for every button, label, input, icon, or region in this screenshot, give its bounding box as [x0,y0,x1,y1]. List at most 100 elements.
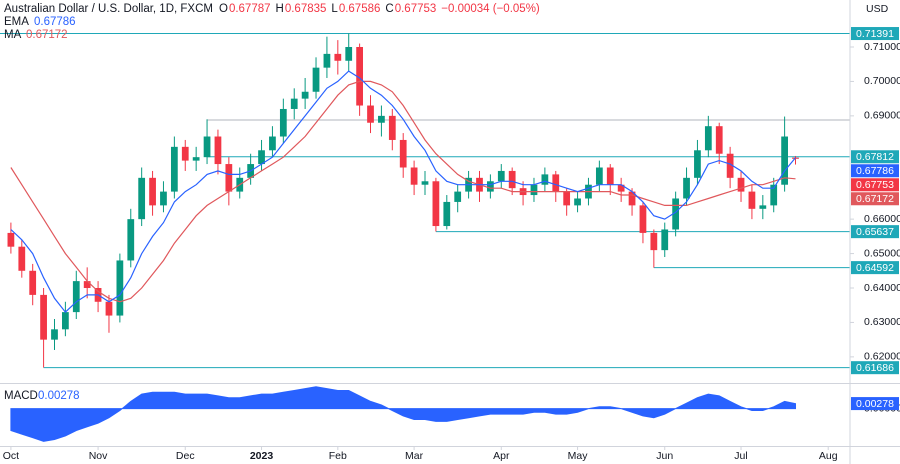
candle-body [683,177,690,199]
y-tick-label: 0.71000 [864,41,900,53]
ema-label: EMA [4,16,29,28]
candle-body [759,205,767,209]
ma-label: MA [4,29,22,41]
candle-body [301,91,309,99]
y-tick-label: 0.69000 [864,110,900,122]
candle-body [181,146,189,161]
candle-body [748,191,756,209]
price-label: 0.67812 [856,151,894,163]
ohlc-value: 0.67586 [339,3,381,15]
candle-body [497,170,505,182]
macd-area [10,386,797,442]
price-label: 0.71391 [856,28,894,40]
ohlc-value: 0.67787 [229,3,271,15]
symbol-title: Australian Dollar / U.S. Dollar, 1D, FXC… [4,3,213,15]
price-label-box [851,261,899,275]
candle-body [628,191,636,206]
ohlc-key: O [219,3,228,15]
candle-body [149,177,156,206]
candle-body [356,46,363,106]
price-label-box [851,225,899,239]
candle-body [443,201,451,227]
candle-body [726,153,734,178]
x-tick-label: May [568,450,589,462]
ohlc-value: 0.67753 [395,3,437,15]
ohlc-value: 0.67835 [285,3,327,15]
y-tick-label: 0.65000 [864,247,900,259]
candle-body [541,174,549,185]
candle-body [737,177,745,192]
candle-body [345,46,353,61]
x-tick-label: Aug [819,450,838,462]
candle-body [672,198,680,230]
candle-body [378,115,385,123]
candle-body [225,164,233,192]
candle-body [7,232,15,247]
price-label: 0.67753 [856,179,894,191]
candle-body [127,219,135,261]
price-label-box [851,164,899,178]
candle-body [29,270,37,295]
plot-area [0,33,850,442]
candle-body [170,146,178,192]
ema-line [10,70,796,313]
candle-body [770,184,778,206]
candle-body [192,157,200,161]
candle-body [51,329,58,340]
y-tick-label: 0.62000 [864,351,900,363]
price-label-box [851,150,899,164]
candle-body [203,136,211,158]
x-tick-label: Feb [329,450,347,462]
x-tick-label: Jun [656,450,673,462]
candle-body [552,174,560,192]
x-tick-label: Dec [176,450,195,462]
price-label: 0.67786 [856,165,894,177]
candle-body [258,150,265,165]
ohlc-key: H [276,3,284,15]
price-label-box [851,27,899,41]
candle-body [661,229,669,251]
candle-body [18,246,26,271]
x-tick-label: Oct [3,450,19,462]
ema-value: 0.67786 [34,16,76,28]
candle-body [279,108,287,137]
candle-body [40,294,47,340]
x-tick-label: 2023 [250,450,274,462]
macd-label-box [851,397,899,411]
ma-line [10,80,796,303]
candle-body [72,281,80,313]
candle-body [160,191,167,206]
axis-labels: 0.71000 0.70000 0.69000 0.66000 0.65000 0.640… [3,27,900,462]
candle-body [138,177,146,220]
candle-body [388,115,396,140]
candle-body [334,53,342,61]
candle-body [367,105,374,123]
candle-body [105,301,113,316]
candle-body [650,232,658,251]
ma-value: 0.67172 [26,29,68,41]
x-tick-label: Nov [89,450,108,462]
macd-label: MACD [4,390,38,402]
candle-body [323,53,331,68]
candle-body [563,191,571,206]
candle-body [595,167,603,185]
candle-body [399,139,407,168]
y-tick-label: 0.66000 [864,213,900,225]
candle-body [574,198,581,206]
candle-body [269,136,276,151]
candle-body [214,136,222,165]
candle-body [116,260,124,316]
currency: USD [866,3,889,15]
price-label-box [851,192,899,206]
candle-body [312,67,320,92]
candle-body [508,170,516,189]
candle-body [617,184,625,192]
candle-body [290,98,298,109]
price-label-box [851,361,899,375]
price-label: 0.67172 [856,193,894,205]
price-label: 0.64592 [856,262,894,274]
candle-body [62,312,69,330]
x-tick-label: Apr [493,450,510,462]
